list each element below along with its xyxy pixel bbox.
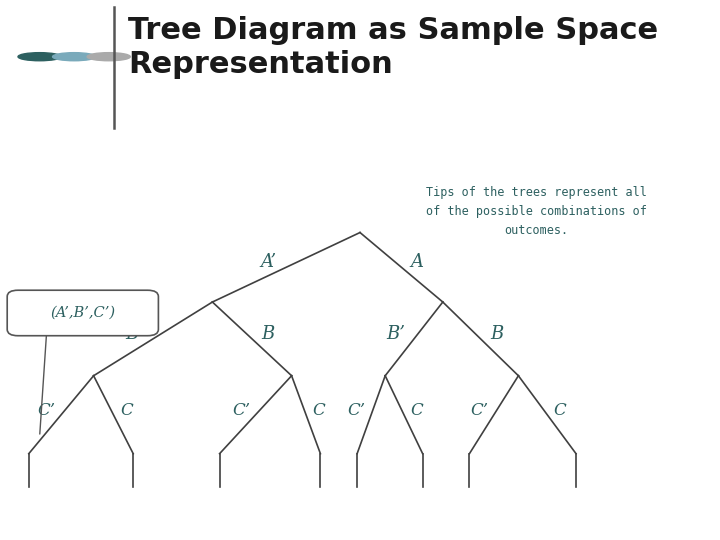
Text: A: A <box>410 253 424 271</box>
Text: C’: C’ <box>471 402 488 419</box>
Text: Tree Diagram as Sample Space
Representation: Tree Diagram as Sample Space Representat… <box>128 16 658 79</box>
Text: C: C <box>554 402 567 419</box>
Text: B: B <box>490 325 503 343</box>
Circle shape <box>87 52 130 60</box>
Text: C: C <box>312 402 325 419</box>
Text: B: B <box>261 325 274 343</box>
Text: C: C <box>120 402 132 419</box>
Text: C’: C’ <box>232 402 251 419</box>
Text: C: C <box>410 402 423 419</box>
Circle shape <box>53 52 96 60</box>
Text: B’: B’ <box>387 325 405 343</box>
Text: B’: B’ <box>125 325 145 343</box>
Text: Tips of the trees represent all
of the possible combinations of
outcomes.: Tips of the trees represent all of the p… <box>426 186 647 237</box>
Text: C’: C’ <box>38 402 56 419</box>
Circle shape <box>18 52 61 60</box>
Text: C’: C’ <box>348 402 366 419</box>
FancyBboxPatch shape <box>7 290 158 336</box>
Text: A’: A’ <box>260 253 276 271</box>
Text: (A’,B’,C’): (A’,B’,C’) <box>50 306 115 320</box>
